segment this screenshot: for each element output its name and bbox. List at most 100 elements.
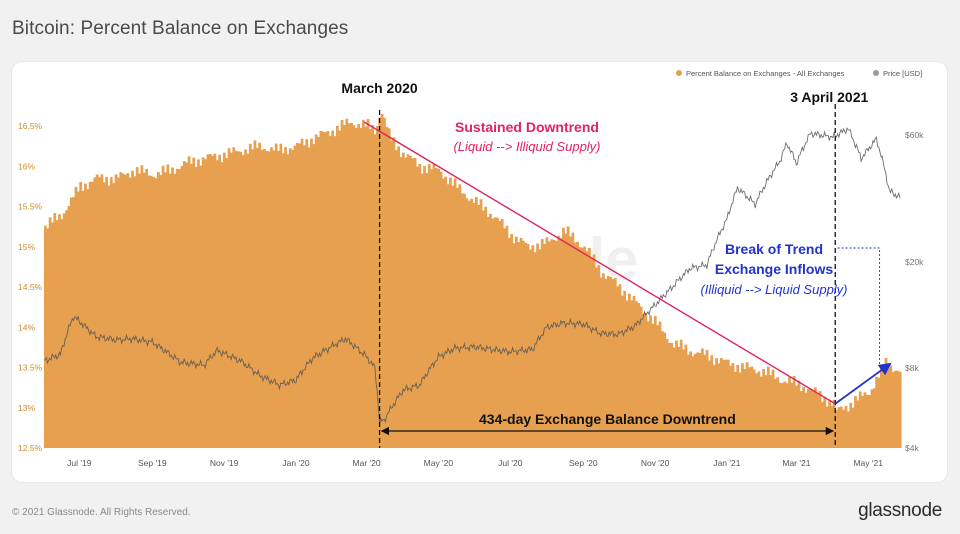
balance-bar: [526, 244, 530, 448]
balance-bar: [387, 128, 391, 449]
balance-bar: [467, 200, 471, 448]
x-tick-label: Jan '20: [282, 458, 309, 468]
balance-bar: [319, 130, 323, 448]
balance-bar: [98, 177, 101, 448]
balance-bar: [514, 236, 518, 448]
balance-bar: [357, 123, 360, 449]
balance-bar: [227, 148, 231, 448]
balance-bar: [185, 162, 189, 449]
balance-bar: [124, 174, 127, 448]
balance-bar: [507, 238, 511, 448]
balance-bar: [736, 365, 740, 448]
balance-bar: [663, 332, 667, 448]
balance-bar: [470, 198, 473, 448]
balance-bar: [291, 149, 295, 448]
break-title-1: Break of Trend: [725, 241, 823, 257]
balance-bar: [190, 163, 193, 448]
balance-bar: [213, 153, 217, 448]
balance-bar: [161, 165, 165, 448]
balance-bar: [703, 354, 707, 448]
balance-bar: [646, 321, 650, 448]
balance-bar: [138, 173, 141, 448]
balance-bar: [771, 369, 775, 448]
balance-bar: [477, 204, 481, 448]
balance-bar: [792, 375, 796, 448]
balance-bar: [557, 235, 561, 448]
balance-bar: [479, 199, 483, 448]
balance-bar: [239, 151, 243, 448]
balance-bar: [500, 219, 504, 448]
balance-bar: [131, 170, 134, 448]
balance-bar: [215, 160, 219, 448]
balance-bar: [401, 152, 405, 448]
balance-bar: [220, 162, 224, 448]
balance-bar: [630, 300, 634, 448]
balance-bar: [366, 119, 370, 448]
balance-bar: [818, 391, 822, 448]
balance-bar: [835, 410, 838, 448]
balance-bar: [858, 391, 862, 448]
balance-bar: [234, 151, 238, 448]
balance-bar: [632, 295, 636, 448]
balance-bar: [430, 169, 433, 448]
balance-bar: [204, 159, 207, 448]
balance-bar: [693, 353, 697, 448]
balance-bar: [564, 233, 568, 448]
sustained-downtrend-line: [363, 121, 836, 405]
balance-bar: [180, 165, 184, 448]
balance-bar: [708, 360, 711, 448]
balance-bar: [279, 143, 283, 448]
balance-bar: [868, 395, 871, 448]
balance-bar: [46, 228, 50, 448]
balance-bar: [898, 371, 902, 448]
balance-bar: [65, 210, 68, 448]
balance-bar: [778, 382, 782, 448]
balance-bar: [411, 158, 415, 448]
balance-bar: [884, 357, 888, 448]
balance-bar: [672, 347, 676, 448]
balance-bar: [531, 245, 535, 448]
balance-bar: [434, 168, 438, 448]
x-tick-label: May '21: [853, 458, 883, 468]
balance-bar: [863, 392, 867, 448]
balance-bar: [178, 169, 181, 448]
balance-bar: [423, 166, 426, 448]
balance-bar: [872, 388, 876, 448]
balance-bar: [109, 177, 113, 448]
balance-bar: [552, 239, 556, 448]
legend: Percent Balance on Exchanges - All Excha…: [676, 69, 922, 78]
x-tick-label: Jul '20: [498, 458, 523, 468]
balance-bar: [691, 356, 695, 448]
balance-bar: [731, 363, 735, 448]
balance-bar: [258, 142, 262, 448]
balance-bar: [265, 151, 269, 448]
balance-bar: [757, 371, 761, 448]
balance-bar: [642, 313, 645, 448]
balance-bar: [613, 278, 617, 448]
balance-bar: [286, 154, 290, 448]
balance-bar: [679, 339, 683, 448]
balance-bar: [484, 206, 488, 448]
y-left-tick-label: 15.5%: [18, 202, 43, 212]
balance-bar: [550, 239, 554, 448]
balance-bar: [58, 214, 61, 448]
balance-bar: [745, 362, 749, 448]
balance-bar: [726, 359, 730, 448]
balance-bar: [166, 164, 170, 448]
balance-bar: [599, 277, 603, 448]
balance-bar: [769, 375, 773, 448]
balance-bar: [889, 365, 893, 448]
downtrend-title: Sustained Downtrend: [455, 119, 599, 135]
balance-bar: [547, 241, 551, 448]
balance-bar: [675, 340, 678, 448]
balance-bar: [799, 391, 803, 448]
balance-bar: [489, 213, 492, 448]
balance-bar: [658, 321, 662, 448]
balance-bar: [510, 233, 514, 448]
balance-bar: [698, 353, 702, 448]
balance-bar: [373, 134, 377, 448]
balance-bar: [298, 143, 302, 448]
balance-bar: [44, 225, 47, 448]
balance-bar: [896, 370, 900, 448]
balance-bar: [578, 247, 582, 448]
